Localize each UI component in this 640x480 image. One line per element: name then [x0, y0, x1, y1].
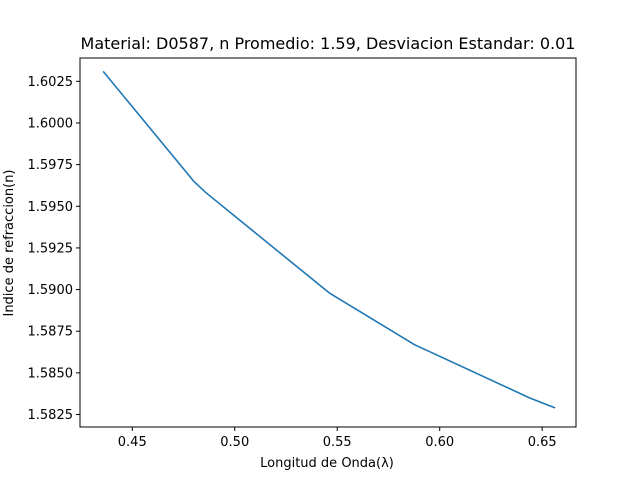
x-axis-label: Longitud de Onda(λ)	[260, 456, 394, 471]
x-tick-label: 0.45	[118, 435, 147, 450]
x-tick-label: 0.55	[323, 435, 352, 450]
y-tick-label: 1.5850	[28, 366, 74, 381]
x-tick-label: 0.65	[528, 435, 557, 450]
chart-title: Material: D0587, n Promedio: 1.59, Desvi…	[81, 34, 576, 53]
y-tick-label: 1.5975	[28, 158, 74, 173]
plot-area	[102, 70, 556, 409]
y-axis-label: Indice de refraccion(n)	[2, 169, 17, 316]
y-tick-label: 1.5900	[28, 283, 74, 298]
y-tick-label: 1.5825	[28, 408, 74, 423]
x-tick-label: 0.50	[220, 435, 249, 450]
plot-frame	[79, 57, 577, 428]
series-line	[102, 70, 556, 409]
y-axis-ticks: 1.5825 1.5850 1.5875 1.5900 1.5925 1.5950 1.59…	[28, 75, 80, 423]
x-tick-label: 0.60	[425, 435, 454, 450]
x-axis-ticks: 0.45 0.50 0.55 0.60 0.65	[118, 427, 557, 450]
y-tick-label: 1.6000	[28, 116, 74, 131]
y-tick-label: 1.6025	[28, 75, 74, 90]
y-tick-label: 1.5875	[28, 325, 74, 340]
y-tick-label: 1.5950	[28, 200, 74, 215]
y-tick-label: 1.5925	[28, 241, 74, 256]
